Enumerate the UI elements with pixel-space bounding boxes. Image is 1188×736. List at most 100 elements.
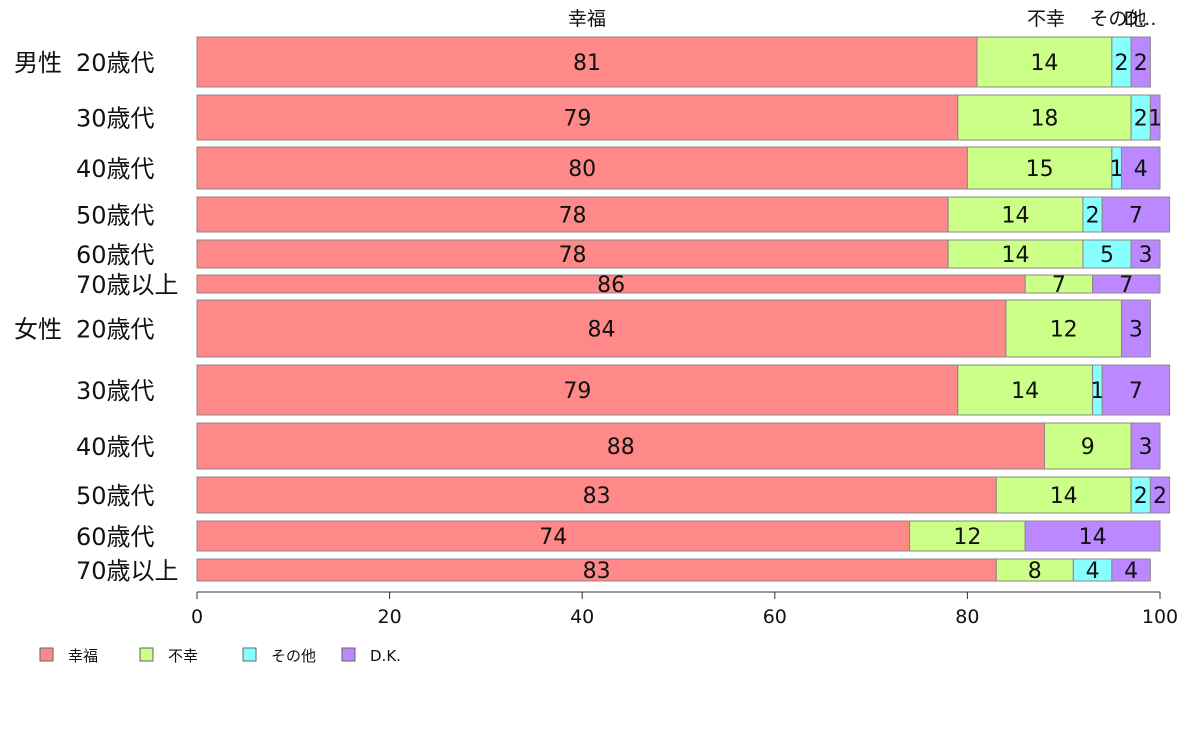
legend-swatch: [39, 647, 54, 662]
bar-segment: [909, 520, 1026, 552]
data-label: 1: [1090, 379, 1104, 404]
bar-segment: [1111, 558, 1151, 582]
data-label: 14: [1030, 51, 1058, 76]
data-label: 84: [587, 318, 615, 343]
data-label: 14: [1002, 204, 1030, 229]
data-label: 79: [563, 379, 591, 404]
column-header: 不幸: [1027, 8, 1065, 30]
x-tick-label: 100: [1142, 606, 1178, 628]
x-tick-label: 40: [570, 606, 594, 628]
bar-segment: [976, 36, 1113, 88]
data-label: 3: [1129, 318, 1143, 343]
row-label: 40歳代: [76, 155, 155, 183]
bar-segment: [196, 239, 949, 269]
data-label: 80: [568, 157, 596, 182]
data-label: 15: [1026, 157, 1054, 182]
data-label: 4: [1086, 559, 1100, 584]
data-label: 81: [573, 51, 601, 76]
row-label: 20歳代: [76, 316, 155, 344]
column-header: D...: [1124, 8, 1157, 30]
data-label: 2: [1114, 51, 1128, 76]
row-label: 50歳代: [76, 482, 155, 510]
legend-label: その他: [271, 647, 316, 665]
row-label: 30歳代: [76, 105, 155, 133]
column-header: その他: [1089, 8, 1146, 30]
bar-segment: [1082, 239, 1132, 269]
bar-segment: [196, 364, 959, 416]
data-label: 14: [1079, 525, 1107, 550]
row-label: 70歳以上: [76, 271, 179, 299]
legend-label: 不幸: [168, 647, 198, 665]
data-label: 18: [1030, 107, 1058, 132]
data-label: 2: [1134, 484, 1148, 509]
row-label: 30歳代: [76, 377, 155, 405]
data-label: 86: [597, 273, 625, 298]
row-label: 20歳代: [76, 49, 155, 77]
bar-segment: [1149, 476, 1171, 514]
column-header: 幸福: [568, 8, 606, 30]
data-label: 2: [1134, 107, 1148, 132]
data-label: 12: [1050, 318, 1078, 343]
bar-segment: [196, 422, 1045, 470]
data-label: 83: [583, 484, 611, 509]
legend: 幸福 不幸 その他 D.K.: [39, 647, 401, 665]
legend-label: 幸福: [68, 647, 98, 665]
bar-segment: [196, 520, 911, 552]
bar-segment: [1120, 146, 1161, 190]
group-label: 男性: [14, 49, 62, 77]
data-label: 1: [1148, 107, 1162, 132]
bar-segment: [947, 196, 1084, 233]
data-label: 14: [1011, 379, 1039, 404]
bar-segment: [196, 476, 997, 514]
bar-segment: [1130, 36, 1151, 88]
bar-segment: [1024, 520, 1161, 552]
data-label: 74: [539, 525, 567, 550]
data-label: 4: [1124, 559, 1138, 584]
row-label: 70歳以上: [76, 557, 179, 585]
x-tick-label: 60: [763, 606, 787, 628]
column-headers: 幸福 不幸 その他D...: [568, 8, 1156, 30]
x-tick-label: 0: [191, 606, 203, 628]
legend-swatch: [242, 647, 257, 662]
data-label: 88: [607, 435, 635, 460]
legend-label: D.K.: [370, 647, 401, 665]
data-label: 78: [559, 204, 587, 229]
data-label: 2: [1153, 484, 1167, 509]
data-label: 8: [1028, 559, 1042, 584]
bar-segment: [1092, 274, 1161, 294]
data-label: 78: [559, 243, 587, 268]
bars: 81 14 2 279 18 2 180 15 1 478 14 2 778 14 5 386 7 784 12 37…: [196, 36, 1171, 584]
bar-segment: [1130, 239, 1161, 269]
row-label: 60歳代: [76, 241, 155, 269]
x-tick-label: 20: [378, 606, 402, 628]
bar-segment: [1149, 94, 1161, 141]
row-label: 50歳代: [76, 202, 155, 230]
data-label: 14: [1002, 243, 1030, 268]
data-label: 79: [563, 107, 591, 132]
row-label: 60歳代: [76, 523, 155, 551]
bar-segment: [1043, 422, 1132, 470]
bar-segment: [957, 94, 1132, 141]
bar-segment: [1101, 364, 1171, 416]
data-label: 3: [1139, 243, 1153, 268]
data-label: 14: [1050, 484, 1078, 509]
data-label: 7: [1052, 273, 1066, 298]
bar-segment: [196, 146, 968, 190]
x-axis: 0 20 40 60 80 100: [191, 591, 1178, 628]
data-label: 2: [1086, 204, 1100, 229]
bar-segment: [1120, 299, 1151, 358]
bar-segment: [947, 239, 1084, 269]
data-label: 4: [1134, 157, 1148, 182]
data-label: 3: [1139, 435, 1153, 460]
bar-segment: [966, 146, 1113, 190]
data-label: 12: [953, 525, 981, 550]
legend-swatch: [341, 647, 356, 662]
data-label: 2: [1134, 51, 1148, 76]
bar-segment: [196, 299, 1007, 358]
data-label: 83: [583, 559, 611, 584]
data-label: 9: [1081, 435, 1095, 460]
bar-segment: [196, 94, 959, 141]
bar-segment: [1130, 422, 1161, 470]
